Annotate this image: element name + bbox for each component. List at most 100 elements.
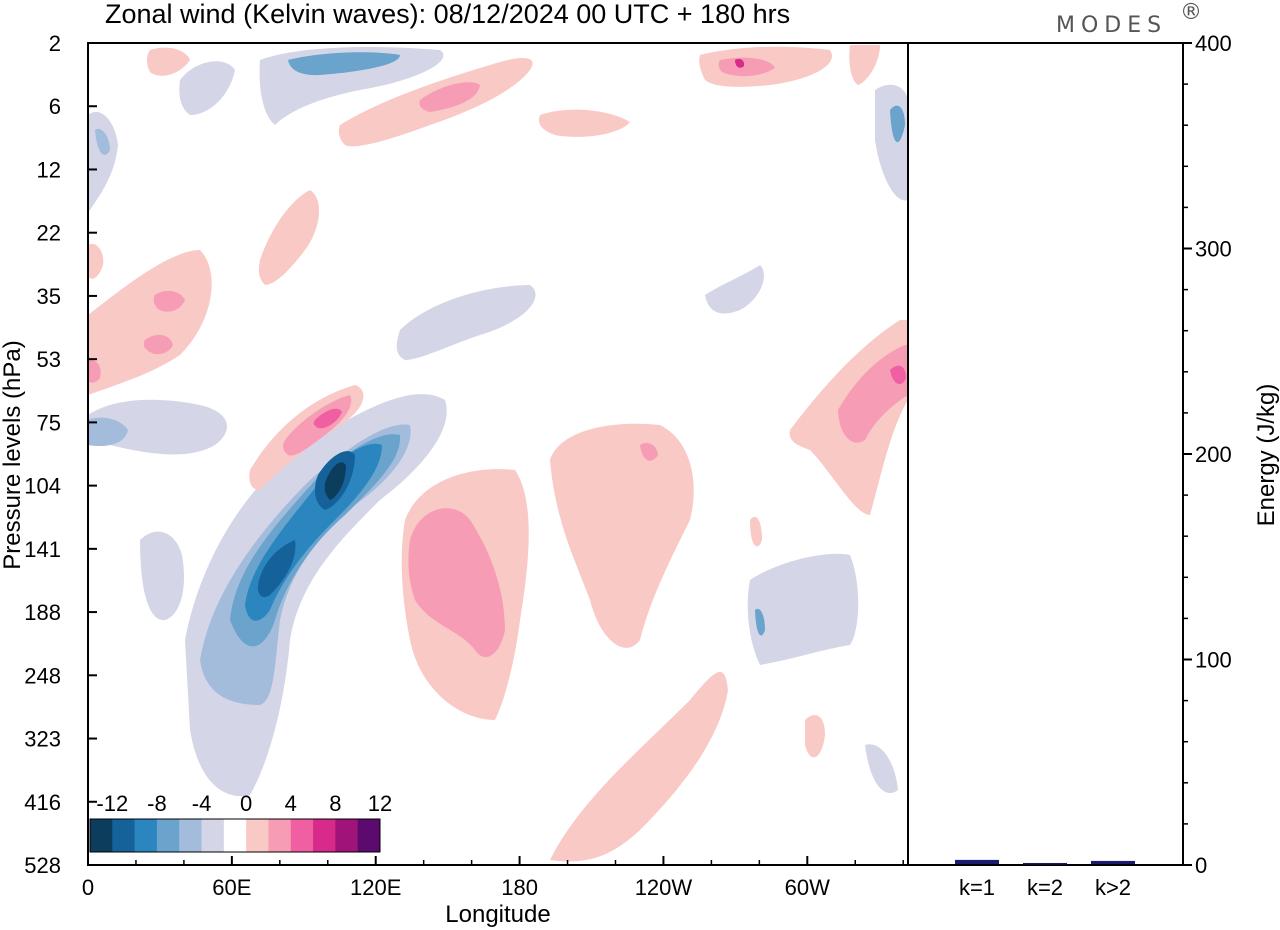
colorbar-swatch [246,819,269,852]
colorbar-labels: -12 -8 -4 0 4 8 12 [96,791,392,816]
energy-tick-label: 400 [1195,31,1232,56]
wavenumber-axis: k=1 k=2 k>2 [959,875,1131,900]
contour-negative-weak [88,111,118,210]
contour-positive-weak [147,47,190,76]
pressure-axis: 2 6 12 22 35 53 75 104 141 188 248 323 416 528 [24,31,97,878]
contour-positive-moderate [153,290,185,312]
contour-positive-weak [538,109,630,137]
x-tick-label: 60W [785,875,830,900]
contour-positive-weak [550,671,728,862]
contour-positive-strong [313,408,342,429]
colorbar-swatch [223,819,247,852]
colorbar-swatch [90,819,113,852]
colorbar-swatch [290,819,314,852]
contour-positive-weak [88,243,104,279]
colorbar-label: -12 [96,791,128,816]
contour-positive-weak [258,190,320,285]
energy-axis-label: Energy (J/kg) [1253,384,1280,527]
contour-positive-weak [805,715,825,758]
contour-positive-moderate [419,82,480,112]
contour-negative-weak [396,285,536,360]
y-tick-label: 35 [37,284,61,309]
colorbar-swatch [335,819,359,852]
energy-panel: 0 100 200 300 400 k=1 k=2 k>2 Energy (J/kg) [908,31,1280,900]
contour-positive-moderate [838,345,908,443]
contour-positive-intense [735,58,745,68]
y-tick-label: 75 [37,410,61,435]
colorbar-swatch [112,819,136,852]
contour-positive-weak [550,423,694,648]
energy-category-label: k=2 [1027,875,1063,900]
y-tick-label: 323 [24,727,61,752]
contour-negative-strong [890,105,905,143]
energy-tick-label: 100 [1195,648,1232,673]
contour-negative-weak [179,61,235,115]
colorbar-swatch [201,819,225,852]
x-tick-label: 120E [350,875,401,900]
contour-negative-weak [875,84,908,201]
longitude-axis: 0 60E 120E 180 120W 60W [82,856,904,900]
contour-negative-weak [865,744,898,793]
energy-bar [1091,860,1135,864]
y-tick-label: 6 [49,94,61,119]
colorbar-frame [89,818,381,853]
contour-negative-weak [140,531,185,621]
contour-positive-moderate [143,334,173,355]
y-tick-label: 141 [24,537,61,562]
colorbar-swatches [90,819,381,852]
colorbar-swatch [313,819,336,852]
y-tick-label: 12 [37,157,61,182]
x-axis-label: Longitude [445,901,550,928]
contour-positive-moderate [718,57,775,77]
contour-negative-intense [257,540,296,597]
colorbar-swatch [156,819,180,852]
contour-positive-strong [890,365,906,385]
colorbar-swatch [134,819,158,852]
energy-tick-label: 0 [1195,853,1207,878]
energy-axis: 0 100 200 300 400 [1183,31,1232,878]
y-tick-label: 22 [37,221,61,246]
energy-bar [1023,862,1067,865]
contour-positive-weak [849,45,880,85]
contour-negative-weak [747,553,859,665]
energy-category-label: k=1 [959,875,995,900]
energy-bars [955,859,1135,865]
contour-positive-moderate [408,508,505,658]
colorbar-swatch [357,819,381,852]
energy-bar [955,859,999,864]
heatmap-panel: 2 6 12 22 35 53 75 104 141 188 248 323 416 528 0 60E 12… [0,31,909,928]
contour-positive-moderate [88,359,101,383]
y-tick-label: 104 [24,474,61,499]
contour-negative-weak [88,399,227,455]
contour-negative-weak [705,265,764,314]
contour-positive-moderate [640,443,658,461]
colorbar-label: 0 [240,791,252,816]
y-tick-label: 248 [24,663,61,688]
colorbar-label: 12 [368,791,392,816]
contour-negative-moderate [88,417,128,447]
colorbar-label: 4 [285,791,297,816]
y-tick-label: 188 [24,600,61,625]
contour-negative-strong [288,52,400,76]
colorbar-legend: -12 -8 -4 0 4 8 12 [89,791,392,853]
colorbar-label: 8 [329,791,341,816]
contour-negative-moderate [95,128,110,155]
contour-negative-strong [755,608,765,636]
x-tick-label: 0 [82,875,94,900]
contour-positive-weak [88,250,212,395]
colorbar-swatch [268,819,292,852]
x-tick-label: 60E [212,875,251,900]
brand-registered-mark: ® [1180,0,1208,25]
energy-category-label: k>2 [1095,875,1131,900]
contour-negative-peak [324,462,346,500]
colorbar-label: -4 [192,791,212,816]
colorbar-label: -8 [147,791,167,816]
energy-tick-label: 200 [1195,442,1232,467]
colorbar-swatch [179,819,203,852]
heatmap-frame [87,42,909,866]
y-tick-label: 2 [49,31,61,56]
wind-contours [88,45,908,862]
y-tick-label: 528 [24,853,61,878]
y-tick-label: 416 [24,790,61,815]
